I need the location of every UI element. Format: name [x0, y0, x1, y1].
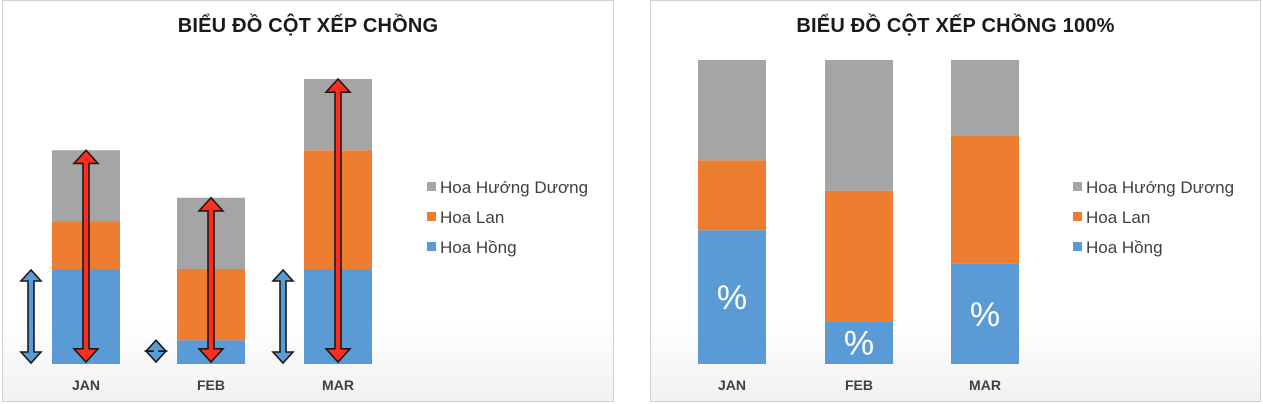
legend-label-hoa-hong: Hoa Hồng	[440, 238, 517, 257]
bar-segment-hoa-huong-duong-mar	[951, 60, 1019, 136]
red-double-arrow-mar	[324, 77, 352, 364]
legend-swatch-hoa-huong-duong	[427, 182, 436, 191]
bar-segment-hoa-huong-duong-feb	[825, 60, 893, 191]
percent-label-mar: %	[970, 296, 1000, 334]
chart-title: BIỂU ĐỒ CỘT XẾP CHỒNG 100%	[796, 15, 1115, 37]
legend-label-hoa-lan: Hoa Lan	[440, 208, 504, 227]
legend-label-hoa-hong: Hoa Hồng	[1086, 238, 1163, 257]
x-tick-label-mar: MAR	[969, 377, 1001, 393]
stacked-column-plot: JAN FEB MAR Hoa Hướng Dương Hoa Lan Hoa Hồng	[19, 77, 588, 393]
x-tick-label-jan: JAN	[718, 377, 746, 393]
legend-swatch-hoa-hong	[1073, 242, 1082, 251]
chart-title: BIỂU ĐỒ CỘT XẾP CHỒNG	[177, 15, 439, 37]
bar-segment-hoa-lan-feb	[825, 190, 893, 322]
bar-segment-hoa-huong-duong-jan	[698, 60, 766, 161]
legend-label-hoa-lan: Hoa Lan	[1086, 208, 1150, 227]
stacked-column-100-chart: BIỂU ĐỒ CỘT XẾP CHỒNG 100% JAN% FEB% MAR% H…	[650, 0, 1261, 402]
legend-swatch-hoa-huong-duong	[1073, 182, 1082, 191]
bar-segment-hoa-lan-jan	[698, 160, 766, 231]
x-tick-label-mar: MAR	[322, 377, 354, 393]
x-tick-label-feb: FEB	[845, 377, 873, 393]
bar-segment-hoa-hong-jan	[698, 230, 766, 364]
percent-label-feb: %	[844, 325, 874, 363]
legend-swatch-hoa-hong	[427, 242, 436, 251]
legend-swatch-hoa-lan	[427, 212, 436, 221]
legend-swatch-hoa-lan	[1073, 212, 1082, 221]
bar-segment-hoa-lan-mar	[951, 136, 1019, 264]
blue-double-arrow-mar	[271, 268, 295, 365]
red-double-arrow-feb	[197, 196, 225, 364]
bar-segment-hoa-hong-mar	[951, 263, 1019, 364]
red-double-arrow-jan	[72, 149, 100, 364]
stacked-column-chart: BIỂU ĐỒ CỘT XẾP CHỒNG JAN FEB MAR Hoa Hướng…	[2, 0, 614, 402]
percent-label-jan: %	[717, 279, 747, 317]
legend-label-hoa-huong-duong: Hoa Hướng Dương	[1086, 178, 1234, 197]
x-tick-label-feb: FEB	[197, 377, 225, 393]
legend-label-hoa-huong-duong: Hoa Hướng Dương	[440, 178, 588, 197]
blue-double-arrow-jan	[19, 268, 43, 365]
blue-double-arrow-feb	[144, 339, 168, 364]
bar-segment-hoa-hong-feb	[825, 321, 893, 364]
stacked-column-100-plot: JAN% FEB% MAR% Hoa Hướng Dương Hoa Lan Hoa Hồ…	[698, 60, 1234, 393]
x-tick-label-jan: JAN	[72, 377, 100, 393]
